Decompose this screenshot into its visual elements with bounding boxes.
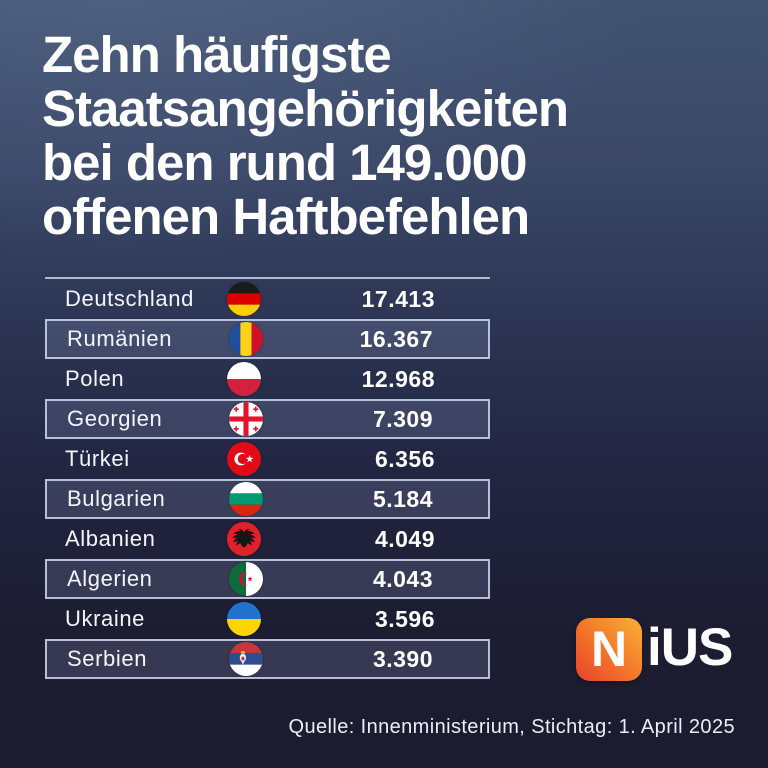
page-title: Zehn häufigste Staatsangehörigkeiten bei… [42,28,732,244]
nius-logo-text: iUS [647,617,733,677]
nius-logo: N iUS [576,616,733,682]
table-row: Rumänien 16.367 [45,319,490,359]
value-label: 16.367 [359,325,433,352]
page-title-line-2: Staatsangehörigkeiten [42,80,569,137]
ranking-table: Deutschland 17.413 Rumänien [45,277,490,679]
value-label: 5.184 [372,485,433,512]
value-label: 3.390 [372,645,433,672]
nius-logo-letter: N [590,621,628,677]
value-label: 7.309 [372,405,433,432]
value-label: 6.356 [374,445,435,472]
country-label: Algerien [67,566,153,591]
value-label: 12.968 [361,365,435,392]
table-row: Ukraine 3.596 [45,599,490,639]
table-row: Türkei 6.356 [45,439,490,479]
country-label: Rumänien [67,326,173,351]
country-label: Türkei [65,446,130,471]
country-label: Serbien [67,646,148,671]
ukraine-flag-icon [227,602,261,636]
germany-flag-icon [227,282,261,316]
page-title-line-3: bei den rund 149.000 [42,134,528,191]
value-label: 17.413 [361,285,435,312]
georgia-flag-icon [229,402,263,436]
albania-flag-icon [227,522,261,556]
table-row: Albanien 4.049 [45,519,490,559]
poland-flag-icon [227,362,261,396]
algeria-flag-icon [229,562,263,596]
turkey-flag-icon [227,442,261,476]
country-label: Deutschland [65,286,194,311]
page-title-line-1: Zehn häufigste [42,26,392,83]
country-label: Ukraine [65,606,146,631]
table-row: Georgien 7.309 [45,399,490,439]
country-label: Bulgarien [67,486,166,511]
page-title-line-4: offenen Haftbefehlen [42,188,530,245]
country-label: Albanien [65,526,156,551]
country-label: Georgien [67,406,163,431]
value-label: 3.596 [374,605,435,632]
nius-logo-box: N [576,617,642,681]
table-row: Bulgarien 5.184 [45,479,490,519]
country-label: Polen [65,366,125,391]
serbia-flag-icon [229,642,263,676]
table-row: Deutschland 17.413 [45,279,490,319]
bulgaria-flag-icon [229,482,263,516]
table-row: Polen 12.968 [45,359,490,399]
romania-flag-icon [229,322,263,356]
source-caption: Quelle: Innenministerium, Stichtag: 1. A… [288,716,735,738]
value-label: 4.043 [372,565,433,592]
table-row: Algerien 4.043 [45,559,490,599]
table-row: Serbien 3.390 [45,639,490,679]
value-label: 4.049 [374,525,435,552]
